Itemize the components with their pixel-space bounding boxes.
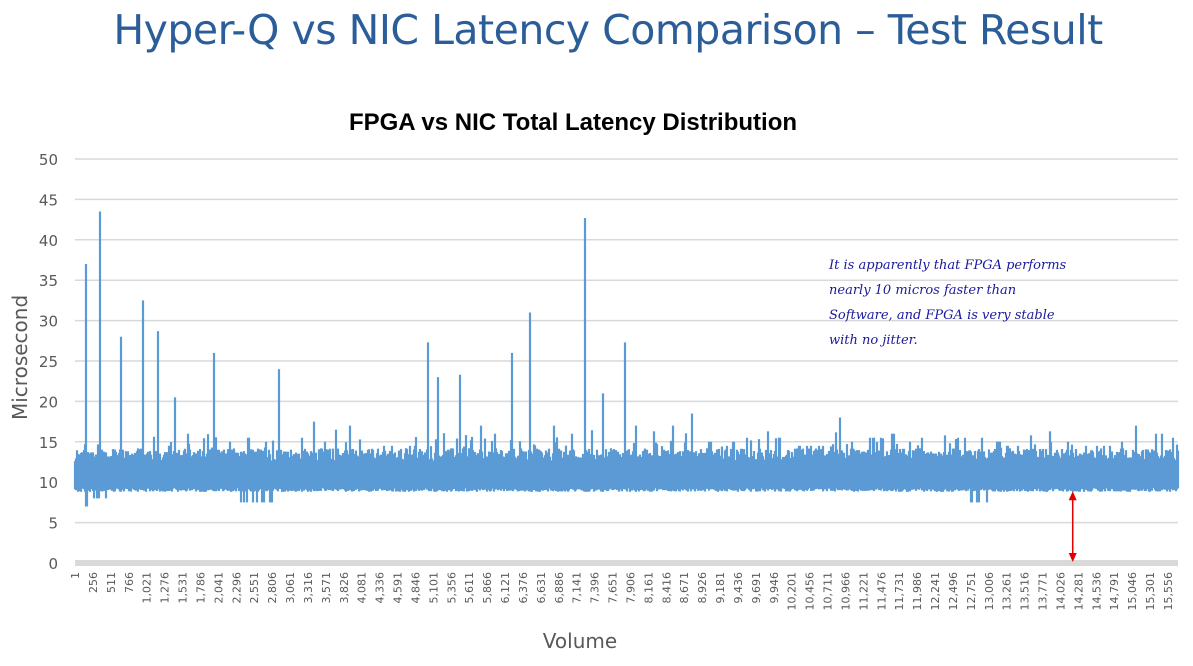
x-tick-label: 256 xyxy=(87,572,100,593)
x-axis-label: Volume xyxy=(542,629,618,653)
x-tick-label: 6,121 xyxy=(499,572,512,604)
annotation-line: nearly 10 micros faster than xyxy=(829,283,1017,298)
chart-title: FPGA vs NIC Total Latency Distribution xyxy=(348,109,798,136)
x-tick-label: 7,141 xyxy=(571,572,584,604)
y-tick-label: 45 xyxy=(39,191,58,209)
y-tick-label: 15 xyxy=(39,434,58,452)
x-tick-label: 3,316 xyxy=(302,572,315,604)
x-tick-label: 14,536 xyxy=(1090,572,1103,611)
y-tick-label: 20 xyxy=(39,393,58,411)
x-tick-label: 10,201 xyxy=(786,572,799,611)
x-tick-label: 13,006 xyxy=(983,572,996,611)
slide-title: Hyper-Q vs NIC Latency Comparison – Test… xyxy=(113,6,1103,54)
y-tick-label: 30 xyxy=(39,313,58,331)
x-tick-label: 2,041 xyxy=(212,572,225,604)
x-tick-label: 4,846 xyxy=(409,572,422,604)
annotation-line: with no jitter. xyxy=(829,333,918,348)
y-tick-label: 25 xyxy=(39,353,58,371)
x-tick-label: 2,551 xyxy=(248,572,261,604)
x-tick-label: 7,906 xyxy=(624,572,637,604)
x-tick-label: 13,516 xyxy=(1019,572,1032,611)
x-tick-label: 14,791 xyxy=(1108,572,1121,611)
y-tick-label: 10 xyxy=(39,474,58,492)
annotation-line: Software, and FPGA is very stable xyxy=(829,308,1055,323)
x-tick-label: 13,771 xyxy=(1037,572,1050,611)
y-tick-label: 35 xyxy=(39,272,58,290)
x-tick-label: 3,826 xyxy=(338,572,351,604)
x-tick-label: 5,611 xyxy=(463,572,476,604)
x-tick-label: 9,946 xyxy=(768,572,781,604)
x-tick-label: 12,241 xyxy=(929,572,942,611)
x-tick-label: 4,336 xyxy=(374,572,387,604)
y-tick-label: 40 xyxy=(39,232,58,250)
x-tick-label: 511 xyxy=(105,572,118,593)
x-tick-label: 8,161 xyxy=(642,572,655,604)
x-tick-label: 9,436 xyxy=(732,572,745,604)
x-tick-label: 5,356 xyxy=(445,572,458,604)
x-tick-label: 1,276 xyxy=(159,572,172,604)
x-tick-label: 5,101 xyxy=(427,572,440,604)
x-tick-label: 10,966 xyxy=(839,572,852,611)
x-tick-label: 7,651 xyxy=(607,572,620,604)
y-axis-label: Microsecond xyxy=(8,294,32,420)
annotation-note: It is apparently that FPGA performs near… xyxy=(829,253,1119,353)
x-tick-label: 15,301 xyxy=(1144,572,1157,611)
x-tick-label: 1 xyxy=(69,572,82,579)
x-tick-label: 12,751 xyxy=(965,572,978,611)
x-tick-label: 4,591 xyxy=(392,572,405,604)
y-tick-label: 5 xyxy=(48,515,58,533)
x-tick-label: 9,181 xyxy=(714,572,727,604)
annotation-line: It is apparently that FPGA performs xyxy=(829,258,1067,273)
x-tick-label: 1,786 xyxy=(194,572,207,604)
x-tick-label: 10,711 xyxy=(822,572,835,611)
x-tick-label: 10,456 xyxy=(804,572,817,611)
x-tick-label: 11,731 xyxy=(893,572,906,611)
x-tick-label: 8,671 xyxy=(678,572,691,604)
x-tick-label: 4,081 xyxy=(356,572,369,604)
x-tick-label: 6,376 xyxy=(517,572,530,604)
x-tick-label: 3,061 xyxy=(284,572,297,604)
x-tick-label: 14,281 xyxy=(1072,572,1085,611)
x-tick-label: 14,026 xyxy=(1054,572,1067,611)
x-tick-label: 1,531 xyxy=(177,572,190,604)
x-tick-label: 9,691 xyxy=(750,572,763,604)
x-tick-label: 7,396 xyxy=(589,572,602,604)
x-tick-label: 766 xyxy=(123,572,136,593)
x-tick-label: 1,021 xyxy=(141,572,154,604)
x-tick-label: 8,926 xyxy=(696,572,709,604)
x-tick-label: 6,886 xyxy=(553,572,566,604)
x-tick-label: 3,571 xyxy=(320,572,333,604)
y-tick-label: 50 xyxy=(39,151,58,169)
arrow-head-down xyxy=(1068,553,1077,562)
arrow-head-up xyxy=(1068,491,1077,501)
x-tick-label: 2,296 xyxy=(230,572,243,604)
x-tick-label: 12,496 xyxy=(947,572,960,611)
x-tick-label: 15,556 xyxy=(1162,572,1175,611)
x-tick-label: 2,806 xyxy=(266,572,279,604)
x-tick-label: 13,261 xyxy=(1001,572,1014,611)
x-tick-label: 11,476 xyxy=(875,572,888,611)
x-tick-label: 11,986 xyxy=(911,572,924,611)
x-tick-label: 11,221 xyxy=(857,572,870,611)
y-tick-label: 0 xyxy=(48,555,58,573)
x-tick-label: 5,866 xyxy=(481,572,494,604)
x-tick-label: 6,631 xyxy=(535,572,548,604)
x-tick-label: 8,416 xyxy=(660,572,673,604)
x-tick-label: 15,046 xyxy=(1126,572,1139,611)
